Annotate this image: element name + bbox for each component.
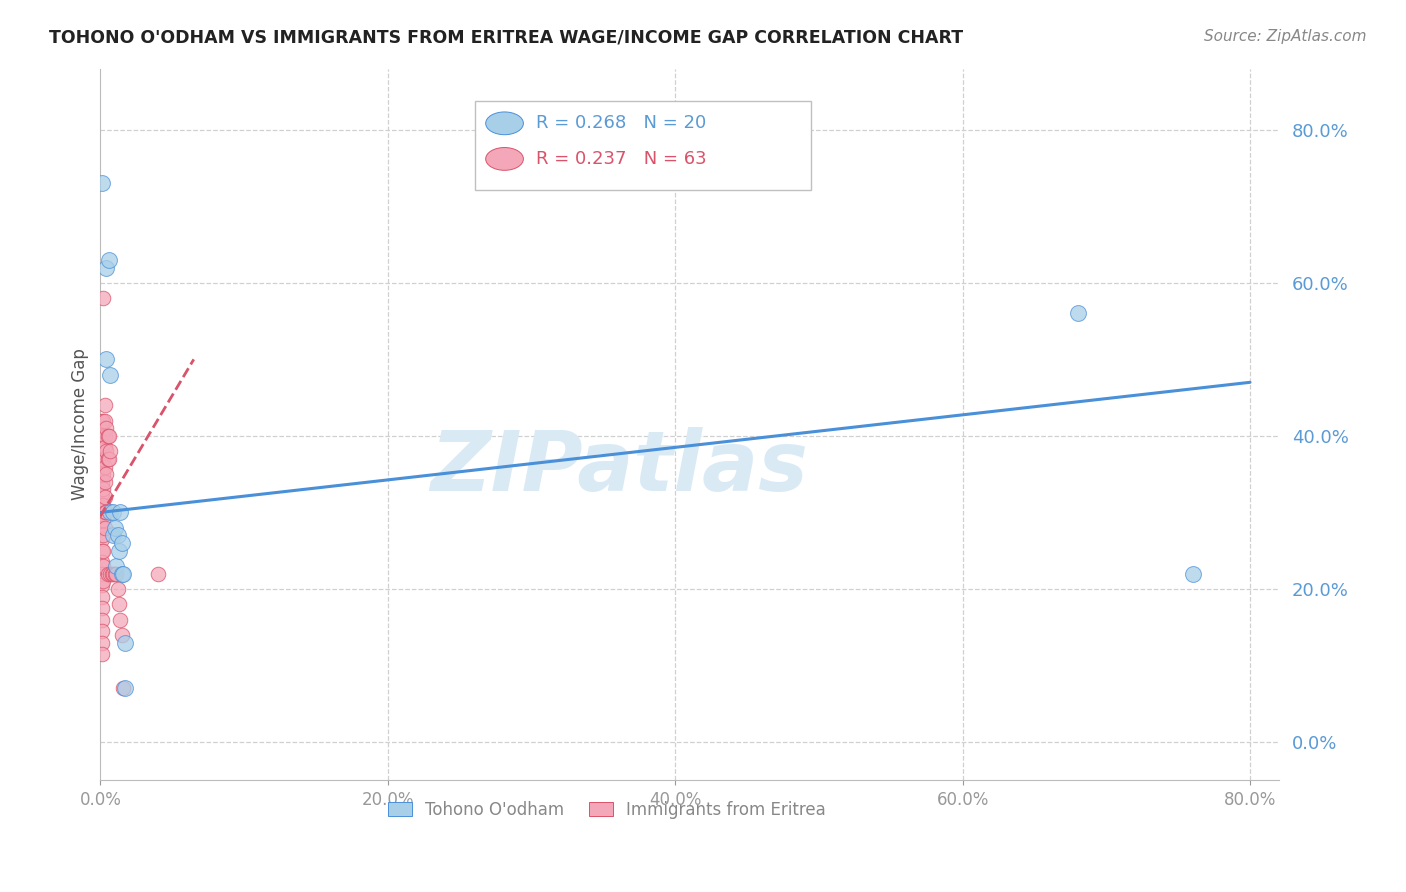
Point: [94, 260, 117, 275]
Point: [146, 566, 169, 581]
Point: [91, 483, 114, 497]
Point: [90, 429, 112, 443]
Text: TOHONO O'ODHAM VS IMMIGRANTS FROM ERITREA WAGE/INCOME GAP CORRELATION CHART: TOHONO O'ODHAM VS IMMIGRANTS FROM ERITRE…: [49, 29, 963, 46]
Point: [90, 647, 112, 661]
Circle shape: [485, 112, 523, 135]
Point: [105, 566, 128, 581]
Point: [91, 513, 114, 527]
Point: [110, 505, 132, 519]
Point: [112, 566, 135, 581]
Point: [1181, 566, 1204, 581]
Point: [96, 429, 118, 443]
Point: [90, 601, 112, 615]
Point: [107, 582, 129, 596]
Point: [94, 352, 117, 367]
Point: [111, 536, 134, 550]
Point: [91, 574, 114, 589]
Text: R = 0.237   N = 63: R = 0.237 N = 63: [536, 150, 707, 168]
Point: [93, 398, 115, 412]
Point: [100, 368, 122, 382]
Text: ZIPatlas: ZIPatlas: [430, 426, 808, 508]
Legend: Tohono O'odham, Immigrants from Eritrea: Tohono O'odham, Immigrants from Eritrea: [382, 794, 832, 825]
Point: [91, 436, 114, 450]
Point: [90, 498, 112, 512]
Point: [111, 628, 134, 642]
Point: [90, 521, 112, 535]
Point: [90, 486, 112, 500]
FancyBboxPatch shape: [475, 101, 811, 189]
Point: [94, 444, 117, 458]
Point: [98, 252, 121, 267]
Point: [101, 566, 124, 581]
Point: [90, 613, 112, 627]
Point: [114, 635, 136, 649]
Circle shape: [485, 147, 523, 170]
Point: [100, 566, 122, 581]
Point: [91, 291, 114, 305]
Point: [91, 559, 114, 574]
Point: [111, 566, 134, 581]
Point: [90, 177, 112, 191]
Point: [104, 566, 127, 581]
Text: Source: ZipAtlas.com: Source: ZipAtlas.com: [1204, 29, 1367, 44]
Point: [90, 566, 112, 581]
Point: [93, 490, 115, 504]
Point: [105, 559, 128, 574]
Point: [90, 590, 112, 604]
Point: [90, 475, 112, 489]
Point: [93, 429, 115, 443]
Point: [98, 429, 121, 443]
Y-axis label: Wage/Income Gap: Wage/Income Gap: [72, 349, 89, 500]
Point: [110, 613, 132, 627]
Point: [98, 451, 121, 466]
Point: [94, 505, 117, 519]
Point: [93, 459, 115, 474]
Point: [108, 543, 131, 558]
Point: [94, 467, 117, 482]
Point: [96, 566, 118, 581]
Point: [90, 543, 112, 558]
Point: [93, 505, 115, 519]
Point: [90, 635, 112, 649]
Point: [90, 578, 112, 592]
Point: [90, 451, 112, 466]
Point: [93, 414, 115, 428]
Point: [91, 528, 114, 542]
Point: [100, 505, 122, 519]
Point: [114, 681, 136, 696]
Point: [1066, 306, 1088, 320]
Point: [103, 566, 125, 581]
Point: [90, 532, 112, 546]
Point: [100, 444, 122, 458]
Point: [91, 467, 114, 482]
Point: [90, 463, 112, 477]
Point: [108, 597, 131, 611]
Point: [90, 624, 112, 638]
Point: [107, 528, 129, 542]
Point: [91, 543, 114, 558]
Point: [93, 441, 115, 455]
Point: [112, 681, 135, 696]
Point: [103, 528, 125, 542]
Point: [90, 414, 112, 428]
Point: [94, 421, 117, 435]
Point: [90, 509, 112, 524]
Point: [91, 414, 114, 428]
Text: R = 0.268   N = 20: R = 0.268 N = 20: [536, 114, 707, 132]
Point: [103, 505, 125, 519]
Point: [104, 521, 127, 535]
Point: [93, 475, 115, 489]
Point: [93, 521, 115, 535]
Point: [91, 498, 114, 512]
Point: [90, 555, 112, 569]
Point: [96, 451, 118, 466]
Point: [90, 441, 112, 455]
Point: [91, 451, 114, 466]
